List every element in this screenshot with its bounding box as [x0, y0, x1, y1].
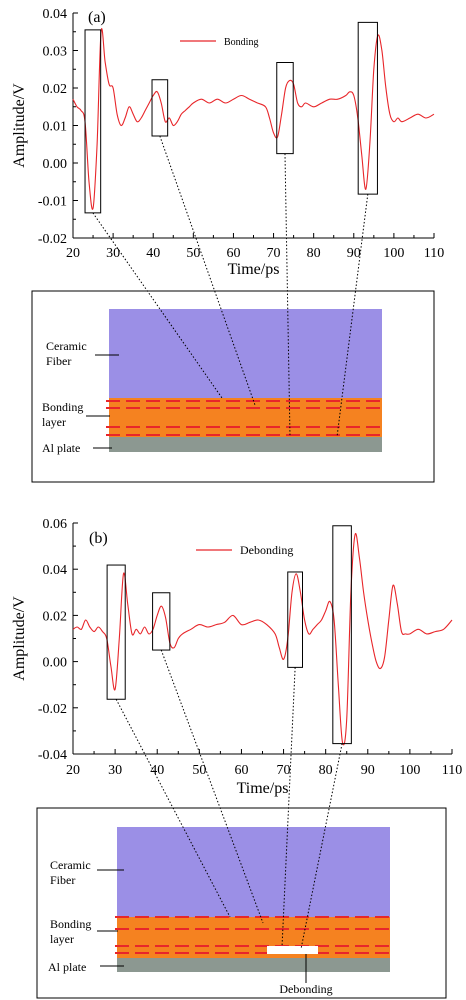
connector-dotted-line — [160, 649, 264, 924]
ceramic-fiber-layer — [109, 309, 382, 398]
x-tick-label: 80 — [319, 763, 333, 778]
y-tick-label: 0.03 — [43, 45, 68, 60]
al-plate-label: Al plate — [42, 441, 80, 455]
y-tick-label: -0.04 — [38, 748, 67, 763]
bonding-layer-label: Bonding layer — [50, 917, 91, 946]
x-axis-label: Time/ps — [237, 780, 289, 797]
highlight-box — [84, 29, 102, 214]
y-tick-label: 0.02 — [43, 82, 68, 97]
ceramic-fiber-layer — [117, 827, 390, 917]
x-tick-label: 50 — [192, 763, 206, 778]
debonding-label: Debonding — [279, 982, 332, 996]
x-tick-label: 50 — [186, 246, 200, 261]
x-tick-label: 100 — [383, 246, 404, 261]
connector-dotted-line — [336, 194, 369, 438]
panel-b: 20 30 40 50 60 70 80 90 100 110 -0.04 -0.02 0.00 0.02… — [11, 517, 462, 999]
series-line — [72, 532, 453, 746]
y-tick-label: 0.00 — [43, 157, 68, 172]
legend-label: Debonding — [240, 543, 293, 557]
connector-dotted-line — [115, 699, 231, 918]
x-tick-label: 70 — [277, 763, 291, 778]
al-plate-layer — [109, 437, 382, 452]
y-axis-label: Amplitude/V — [11, 83, 28, 168]
x-tick-label: 110 — [442, 763, 462, 778]
x-tick-label: 90 — [361, 763, 375, 778]
connector-dotted-line — [281, 667, 296, 948]
panel-a: 20 30 40 50 60 70 80 90 100 110 -0.02 -0.01 0.00 0.01… — [11, 7, 444, 483]
series-line — [72, 28, 435, 210]
highlight-box — [276, 62, 294, 155]
x-tick-label: 90 — [347, 246, 361, 261]
y-tick-label: -0.01 — [38, 195, 67, 210]
x-tick-label: 30 — [106, 246, 120, 261]
x-tick-label: 60 — [234, 763, 248, 778]
panel-label: (b) — [89, 530, 108, 547]
ceramic-fiber-label: Ceramic Fiber — [50, 858, 91, 887]
x-tick-label: 110 — [424, 246, 444, 261]
x-tick-label: 40 — [146, 246, 160, 261]
x-tick-label: 40 — [150, 763, 164, 778]
y-axis-label: Amplitude/V — [11, 596, 28, 681]
bonding-layer — [117, 917, 390, 958]
bonding-layer — [109, 398, 382, 437]
y-tick-label: 0.06 — [43, 517, 68, 532]
y-tick-label: 0.04 — [43, 7, 68, 22]
panel-label: (a) — [88, 9, 106, 26]
y-tick-label: -0.02 — [38, 232, 67, 247]
y-tick-label: -0.02 — [38, 702, 67, 717]
x-tick-label: 60 — [226, 246, 240, 261]
ceramic-fiber-label: Ceramic Fiber — [46, 339, 87, 368]
al-plate-label: Al plate — [48, 960, 86, 974]
x-tick-label: 100 — [399, 763, 420, 778]
y-tick-label: 0.01 — [43, 120, 68, 135]
legend-label: Bonding — [224, 37, 258, 48]
al-plate-layer — [117, 958, 390, 972]
y-tick-label: 0.04 — [43, 563, 68, 578]
bonding-layer-label: Bonding layer — [42, 400, 83, 429]
x-axis-label: Time/ps — [228, 261, 280, 278]
x-tick-label: 80 — [307, 246, 321, 261]
x-tick-label: 70 — [267, 246, 281, 261]
y-tick-label: 0.00 — [43, 656, 68, 671]
highlight-box — [151, 79, 169, 137]
y-tick-label: 0.02 — [43, 609, 68, 624]
x-tick-label: 20 — [66, 763, 80, 778]
connector-dotted-line — [92, 212, 223, 399]
debond-region — [267, 946, 318, 954]
x-tick-label: 20 — [66, 246, 80, 261]
x-tick-label: 30 — [108, 763, 122, 778]
